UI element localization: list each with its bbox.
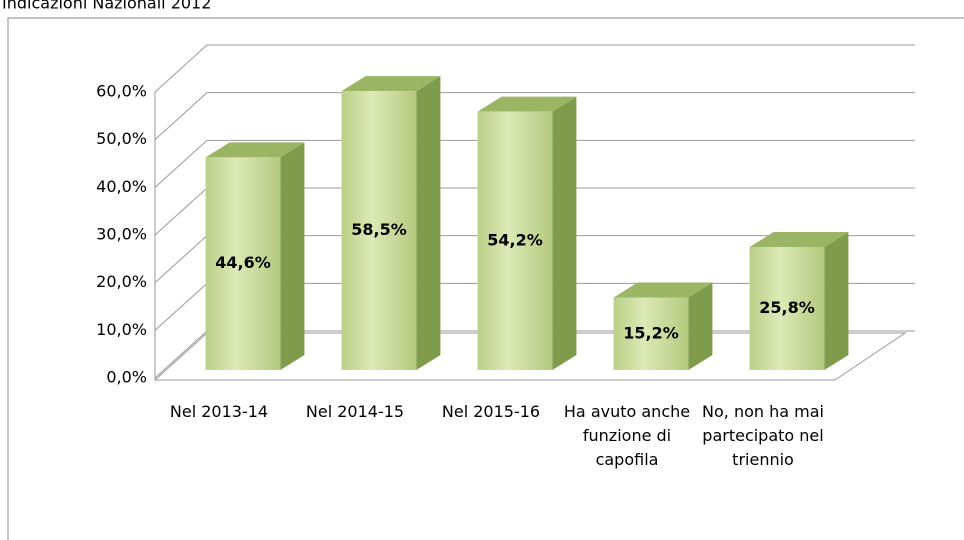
bar-top [205,142,305,158]
bar [205,157,281,370]
y-tick-label: 20,0% [96,272,147,291]
bar-side [280,142,305,370]
bar-top [749,232,849,248]
x-tick-label: Ha avuto anche funzione di capofila [563,402,691,469]
bar-top [477,96,577,112]
x-tick-label: Nel 2014-15 [305,402,405,421]
bar-top [613,282,713,298]
x-tick-label: Nel 2013-14 [169,402,269,421]
bar-top [341,76,441,92]
x-tick-label: No, non ha mai partecipato nel triennio [702,402,824,469]
x-tick-label: Nel 2015-16 [441,402,541,421]
bar [341,91,417,371]
y-tick-label: 50,0% [96,129,147,148]
bar [613,297,689,370]
value-label: 58,5% [351,220,407,239]
value-label: 54,2% [487,230,543,249]
grid-line [154,44,915,93]
bar-side [552,96,577,370]
bar-side [824,232,849,370]
chart-frame [7,17,964,540]
grid-line [154,92,915,141]
value-label: 15,2% [623,323,679,342]
grid-line [154,139,915,188]
bar-side [688,282,713,370]
value-label: 25,8% [759,298,815,317]
value-label: 44,6% [215,253,271,272]
bar [749,247,825,370]
y-tick-label: 0,0% [106,368,147,387]
bar [477,111,553,370]
bar-side [416,76,441,371]
y-tick-label: 40,0% [96,177,147,196]
chart-title: Indicazioni Nazionali 2012 [2,0,211,13]
y-tick-label: 10,0% [96,320,147,339]
y-tick-label: 60,0% [96,82,147,101]
y-tick-label: 30,0% [96,225,147,244]
